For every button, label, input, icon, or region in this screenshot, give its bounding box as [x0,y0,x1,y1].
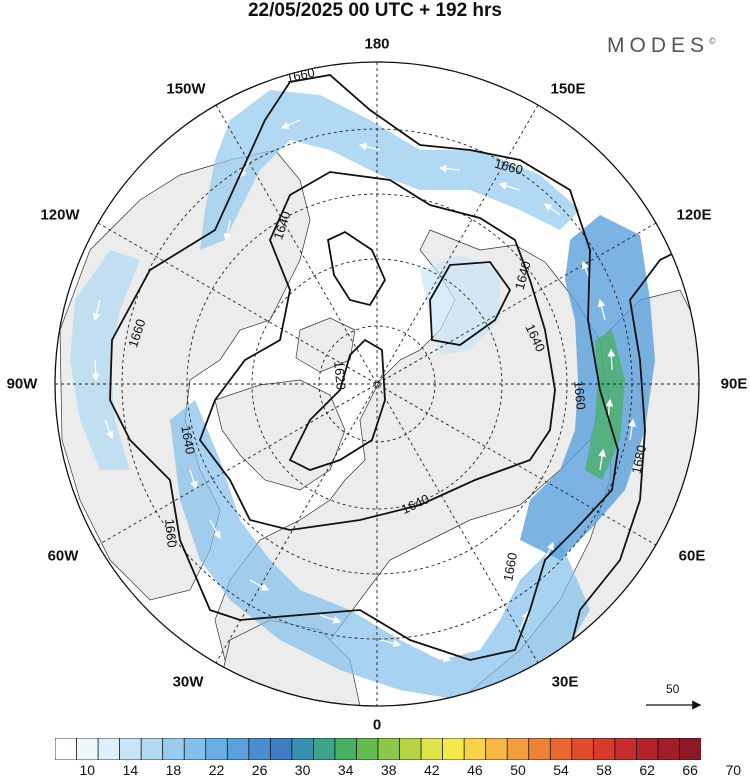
colorbar [55,738,701,760]
jet-band-asia [520,215,655,560]
copyright-mark: © [709,36,716,46]
contour-1660-outer [109,74,619,661]
jet-band-west [70,250,140,470]
map-frame [54,61,700,707]
colorbar-tick-label: 58 [596,762,612,778]
colorbar-swatch [291,738,315,760]
lon-label-180: 180 [364,35,390,53]
landmass-arctic-islands [295,317,356,373]
contour-label: 1660 [493,156,525,178]
colorbar-swatch [420,738,444,760]
jet-band-atlantic [170,400,590,700]
lon-label-0: 0 [372,716,382,734]
colorbar-tick-label: 14 [122,762,139,778]
contour-label: 1660 [162,518,179,548]
landmass-greenland [214,379,346,491]
landmass-eurasia [214,229,606,706]
contour-lines [109,74,699,691]
jet-band-pacific [200,90,580,250]
contour-label: 1680 [628,444,649,475]
colorbar-swatch [183,738,207,760]
contour-1640-outer [198,171,556,531]
colorbar-swatch [549,738,573,760]
brand-name: MODES [607,34,710,57]
contour-labels: 1660 1660 1640 1660 1640 1640 1620 1640 … [125,65,649,583]
colorbar-tick-label: 38 [381,762,397,778]
colorbar-swatch [506,738,530,760]
colorbar-swatch [162,738,185,760]
colorbar-swatch [442,738,465,760]
contour-label: 1640 [512,259,534,291]
contour-1640-siberia-low [429,261,512,346]
map-body: 1660 1660 1640 1660 1640 1640 1620 1640 … [55,62,699,706]
colorbar-swatch [636,738,659,760]
colorbar-swatch [377,738,401,760]
colorbar-tick-label: 42 [424,762,440,778]
colorbar-tick-label: 62 [639,762,655,778]
lon-label-120e: 120E [676,206,712,224]
colorbar-tick-label: 30 [294,762,311,778]
colorbar-tick-label: 18 [165,762,182,778]
colorbar-tick-label: 54 [553,762,569,778]
colorbar-swatch [571,738,595,760]
colorbar-swatch [76,738,99,760]
colorbar-swatch [399,738,422,760]
colorbar-swatch [485,738,508,760]
brand-logo: MODES© [607,34,716,58]
colorbar-swatch [657,738,681,760]
lon-label-90e: 90E [720,375,748,393]
lon-label-60w: 60W [47,547,79,565]
colorbar-swatch [248,738,272,760]
colorbar-tick-label: 70 [725,762,742,778]
lon-label-150e: 150E [550,80,586,98]
contour-1680 [559,239,699,691]
colorbar-swatch [592,738,616,760]
map-title: 22/05/2025 00 UTC + 192 hrs [247,0,503,21]
lon-label-60e: 60E [678,547,706,565]
colorbar-swatch [269,738,293,760]
lon-label-120w: 120W [40,206,80,224]
contour-label: 1640 [178,424,198,455]
colorbar-swatch [119,738,142,760]
wind-vectors [91,119,636,663]
colorbar-swatch [463,738,487,760]
colorbar-swatch [97,738,121,760]
colorbar-swatch [140,738,164,760]
lon-label-90w: 90W [6,375,38,393]
contour-1620-core [288,338,386,471]
colorbar-swatch [226,738,250,760]
colorbar-labels: 10 14 18 22 26 30 34 38 42 46 50 54 58 62 66 70 [0,762,750,782]
contour-label: 1620 [331,360,348,390]
colorbar-swatch [205,738,228,760]
colorbar-tick-label: 26 [251,762,268,778]
colorbar-tick-label: 50 [510,762,526,778]
colorbar-tick-label: 66 [682,762,698,778]
colorbar-tick-label: 46 [467,762,483,778]
colorbar-swatch [334,738,358,760]
lon-label-30w: 30W [172,673,204,691]
graticule [55,62,699,706]
contour-label: 1660 [571,380,588,410]
lon-label-30e: 30E [551,673,579,691]
lon-label-150w: 150W [166,80,206,98]
colorbar-tick-label: 22 [208,762,225,778]
contour-1640-pacific-low [326,230,387,307]
wind-speed-shading [70,90,655,700]
colorbar-tick-label: 10 [79,762,96,778]
colorbar-swatch [356,738,379,760]
colorbar-tick-label: 34 [337,762,354,778]
colorbar-swatch [55,738,78,760]
vector-scale-value: 50 [666,682,680,696]
colorbar-swatch [312,738,336,760]
colorbar-swatch [614,738,638,760]
contour-label: 1660 [500,551,520,582]
colorbar-swatch [679,738,701,760]
colorbar-swatch [528,738,551,760]
